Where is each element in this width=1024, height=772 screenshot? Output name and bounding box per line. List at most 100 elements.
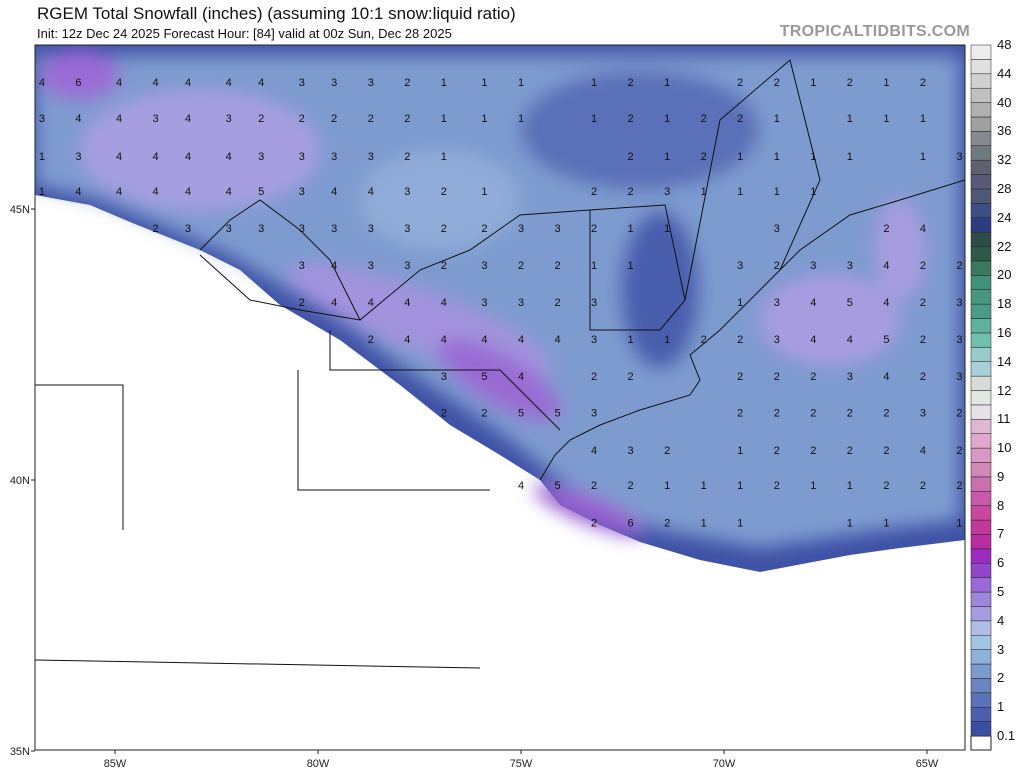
snow-amount-label: 2 <box>554 260 560 272</box>
snow-amount-label: 3 <box>299 223 305 235</box>
snow-amount-label: 2 <box>883 445 889 457</box>
snow-amount-label: 1 <box>441 113 447 125</box>
snow-amount-label: 1 <box>664 334 670 346</box>
colorbar-label: 36 <box>997 123 1012 139</box>
snow-amount-label: 3 <box>441 371 447 383</box>
snow-amount-label: 2 <box>847 445 853 457</box>
colorbar-segment <box>970 591 992 607</box>
lake-shoreline <box>199 199 361 321</box>
snow-amount-label: 2 <box>628 480 634 492</box>
colorbar-segment <box>970 159 992 175</box>
colorbar-segment <box>970 246 992 262</box>
colorbar-label: 28 <box>997 180 1012 196</box>
snow-amount-label: 2 <box>701 334 707 346</box>
snow-amount-label: 1 <box>481 186 487 198</box>
snow-amount-label: 4 <box>368 297 374 309</box>
snow-amount-label: 2 <box>920 297 926 309</box>
snow-amount-label: 4 <box>518 480 524 492</box>
colorbar-segment <box>970 347 992 362</box>
lat-label: 40N <box>10 475 30 487</box>
snow-amount-label: 4 <box>116 77 122 89</box>
colorbar-segment <box>970 606 992 622</box>
snow-amount-label: 2 <box>554 297 560 309</box>
snow-amount-label: 6 <box>628 517 634 529</box>
snow-amount-label: 4 <box>153 151 159 163</box>
colorbar-segment <box>970 231 992 247</box>
snow-amount-label: 4 <box>331 186 337 198</box>
snow-amount-label: 3 <box>481 260 487 272</box>
snow-amount-label: 3 <box>404 223 410 235</box>
snow-amount-label: 1 <box>628 260 634 272</box>
snow-amount-label: 2 <box>737 334 743 346</box>
snow-amount-label: 1 <box>737 480 743 492</box>
snow-amount-label: 4 <box>518 334 524 346</box>
snow-amount-label: 1 <box>481 113 487 125</box>
snow-amount-label: 2 <box>481 223 487 235</box>
snow-amount-label: 1 <box>920 113 926 125</box>
snow-amount-label: 2 <box>956 480 962 492</box>
snow-amount-label: 2 <box>628 371 634 383</box>
map-frame <box>34 44 966 751</box>
snow-amount-label: 2 <box>774 260 780 272</box>
colorbar-label: 48 <box>997 37 1012 52</box>
snow-amount-label: 2 <box>404 113 410 125</box>
coastline <box>539 179 965 481</box>
snowfall-blob <box>520 70 760 190</box>
colorbar-label: 40 <box>997 94 1012 110</box>
snow-amount-label: 4 <box>185 151 191 163</box>
colorbar-label: 32 <box>997 152 1012 168</box>
colorbar-segment <box>970 706 992 722</box>
snowfall-blob <box>40 50 120 100</box>
colorbar-label: 8 <box>997 497 1005 513</box>
snow-amount-label: 3 <box>368 151 374 163</box>
snow-amount-label: 3 <box>956 151 962 163</box>
snow-amount-label: 2 <box>368 113 374 125</box>
colorbar-label: 16 <box>997 324 1012 340</box>
snow-amount-label: 3 <box>591 334 597 346</box>
snow-amount-label: 1 <box>481 77 487 89</box>
colorbar-label: 0.1 <box>997 728 1016 743</box>
snowfall-blob <box>80 90 320 210</box>
snow-amount-label: 2 <box>628 113 634 125</box>
snow-amount-label: 2 <box>847 407 853 419</box>
snow-amount-label: 1 <box>591 113 597 125</box>
colorbar-label: 7 <box>997 526 1005 542</box>
colorbar-segment <box>970 563 992 578</box>
snow-amount-label: 2 <box>956 445 962 457</box>
snow-amount-label: 5 <box>883 334 889 346</box>
snow-amount-label: 4 <box>258 77 264 89</box>
state-border <box>35 384 481 669</box>
snow-amount-label: 1 <box>664 480 670 492</box>
lat-label: 35N <box>10 746 30 758</box>
snow-amount-label: 2 <box>920 371 926 383</box>
snowfall-blob <box>534 484 646 536</box>
snow-amount-label: 2 <box>774 407 780 419</box>
colorbar-label: 24 <box>997 209 1012 225</box>
snow-amount-label: 2 <box>591 480 597 492</box>
snow-amount-label: 4 <box>331 260 337 272</box>
colorbar-segment <box>970 519 992 535</box>
snow-amount-label: 2 <box>956 260 962 272</box>
colorbar-label: 12 <box>997 382 1012 398</box>
snowfall-blob <box>875 200 925 300</box>
snow-amount-label: 3 <box>628 445 634 457</box>
snow-amount-label: 5 <box>258 186 264 198</box>
snow-amount-label: 3 <box>518 223 524 235</box>
snow-amount-label: 3 <box>774 334 780 346</box>
state-border <box>329 330 561 431</box>
snow-amount-label: 4 <box>153 186 159 198</box>
snow-amount-label: 4 <box>518 371 524 383</box>
snow-amount-label: 2 <box>774 371 780 383</box>
snow-amount-label: 1 <box>774 113 780 125</box>
colorbar-segment <box>970 318 992 334</box>
snow-amount-label: 3 <box>810 260 816 272</box>
snow-amount-label: 1 <box>39 186 45 198</box>
snow-amount-label: 6 <box>75 77 81 89</box>
colorbar-segment <box>970 577 992 593</box>
snow-amount-label: 1 <box>737 517 743 529</box>
colorbar-segment <box>970 735 992 751</box>
colorbar <box>970 44 992 751</box>
snow-amount-label: 2 <box>774 480 780 492</box>
snow-amount-label: 1 <box>847 113 853 125</box>
